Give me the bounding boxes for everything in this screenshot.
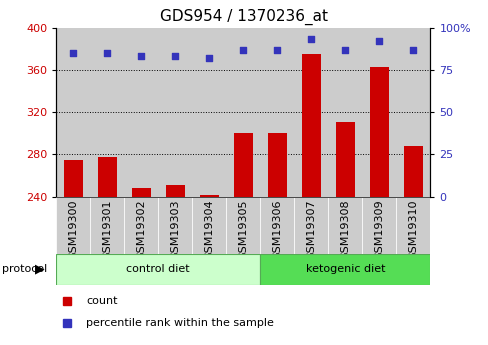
Point	[137, 53, 145, 59]
Text: GSM19308: GSM19308	[340, 199, 349, 260]
Point	[273, 47, 281, 52]
Bar	[362, 28, 395, 197]
Point	[69, 50, 77, 56]
Text: count: count	[86, 296, 118, 306]
Bar	[165, 185, 184, 197]
Text: GSM19302: GSM19302	[136, 199, 146, 260]
Text: GSM19300: GSM19300	[68, 199, 78, 260]
Bar	[260, 254, 429, 285]
Bar	[200, 195, 218, 197]
Bar	[395, 28, 429, 197]
Point	[239, 47, 246, 52]
Bar	[56, 28, 90, 197]
Text: GSM19307: GSM19307	[305, 199, 316, 260]
Bar	[226, 197, 260, 254]
Bar	[158, 28, 192, 197]
Bar	[158, 197, 192, 254]
Text: GSM19304: GSM19304	[204, 199, 214, 260]
Bar	[362, 197, 395, 254]
Bar	[260, 197, 294, 254]
Bar	[327, 28, 362, 197]
Text: GSM19305: GSM19305	[238, 199, 248, 260]
Bar	[369, 67, 388, 197]
Bar	[56, 254, 260, 285]
Point	[103, 50, 111, 56]
Bar	[226, 28, 260, 197]
Text: GSM19301: GSM19301	[102, 199, 112, 260]
Bar	[90, 28, 124, 197]
Bar	[327, 197, 362, 254]
Point	[307, 37, 315, 42]
Text: percentile rank within the sample: percentile rank within the sample	[86, 318, 273, 328]
Bar	[132, 188, 150, 197]
Text: ▶: ▶	[35, 263, 45, 276]
Bar	[260, 28, 294, 197]
Bar	[301, 54, 320, 197]
Bar	[124, 28, 158, 197]
Bar	[90, 197, 124, 254]
Text: GSM19303: GSM19303	[170, 199, 180, 260]
Bar	[335, 122, 354, 197]
Point	[171, 53, 179, 59]
Bar	[233, 133, 252, 197]
Text: protocol: protocol	[2, 264, 48, 274]
Bar	[395, 197, 429, 254]
Text: GDS954 / 1370236_at: GDS954 / 1370236_at	[160, 9, 328, 25]
Text: GSM19309: GSM19309	[373, 199, 384, 260]
Bar	[267, 133, 286, 197]
Bar	[294, 28, 327, 197]
Bar	[403, 146, 422, 197]
Bar	[124, 197, 158, 254]
Bar	[98, 157, 116, 197]
Bar	[192, 197, 226, 254]
Text: control diet: control diet	[126, 264, 190, 274]
Point	[408, 47, 416, 52]
Point	[375, 38, 383, 44]
Bar	[294, 197, 327, 254]
Bar	[64, 160, 82, 197]
Point	[341, 47, 348, 52]
Text: GSM19310: GSM19310	[407, 199, 417, 260]
Bar	[56, 197, 90, 254]
Text: ketogenic diet: ketogenic diet	[305, 264, 384, 274]
Point	[205, 55, 213, 61]
Bar	[192, 28, 226, 197]
Text: GSM19306: GSM19306	[272, 199, 282, 260]
